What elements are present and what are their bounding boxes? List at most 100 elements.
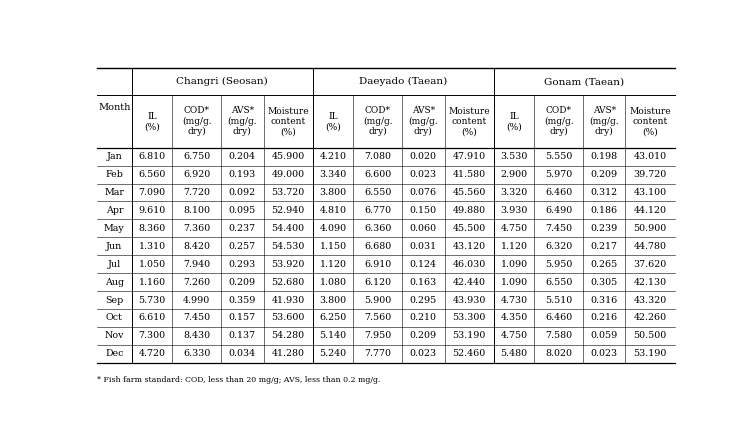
Text: 41.580: 41.580 (453, 170, 486, 179)
Text: 0.293: 0.293 (228, 260, 256, 269)
Text: 7.080: 7.080 (364, 152, 391, 161)
Text: 0.076: 0.076 (409, 188, 437, 197)
Text: 45.900: 45.900 (272, 152, 305, 161)
Text: 39.720: 39.720 (633, 170, 667, 179)
Text: 6.810: 6.810 (139, 152, 166, 161)
Text: 54.400: 54.400 (272, 224, 305, 233)
Text: Oct: Oct (106, 313, 122, 323)
Text: 45.500: 45.500 (453, 224, 486, 233)
Text: 0.034: 0.034 (229, 349, 256, 358)
Text: 0.124: 0.124 (410, 260, 437, 269)
Text: 1.310: 1.310 (139, 242, 166, 251)
Text: Aug: Aug (105, 278, 124, 286)
Text: 7.360: 7.360 (183, 224, 210, 233)
Text: 0.095: 0.095 (228, 206, 256, 215)
Text: 0.210: 0.210 (410, 313, 437, 323)
Text: 0.137: 0.137 (229, 331, 256, 341)
Text: 54.530: 54.530 (272, 242, 305, 251)
Text: 3.530: 3.530 (500, 152, 528, 161)
Text: 6.600: 6.600 (364, 170, 391, 179)
Text: 4.720: 4.720 (139, 349, 166, 358)
Text: 8.420: 8.420 (183, 242, 210, 251)
Text: 7.950: 7.950 (364, 331, 391, 341)
Text: 42.260: 42.260 (634, 313, 667, 323)
Text: Daeyado (Taean): Daeyado (Taean) (359, 77, 448, 86)
Text: 3.930: 3.930 (500, 206, 528, 215)
Text: 5.550: 5.550 (545, 152, 572, 161)
Text: 42.130: 42.130 (634, 278, 667, 286)
Text: 44.120: 44.120 (634, 206, 667, 215)
Text: 5.970: 5.970 (545, 170, 572, 179)
Text: 7.580: 7.580 (545, 331, 572, 341)
Text: 6.250: 6.250 (319, 313, 347, 323)
Text: Mar: Mar (104, 188, 124, 197)
Text: IL
(%): IL (%) (325, 112, 341, 131)
Text: 0.060: 0.060 (409, 224, 437, 233)
Text: 41.930: 41.930 (272, 296, 305, 304)
Text: 6.680: 6.680 (364, 242, 391, 251)
Text: 7.090: 7.090 (139, 188, 166, 197)
Text: 0.359: 0.359 (228, 296, 256, 304)
Text: 8.020: 8.020 (545, 349, 572, 358)
Text: COD*
(mg/g.
dry): COD* (mg/g. dry) (182, 106, 212, 136)
Text: 0.316: 0.316 (590, 296, 618, 304)
Text: 1.160: 1.160 (139, 278, 166, 286)
Text: 0.216: 0.216 (590, 313, 618, 323)
Text: 0.193: 0.193 (228, 170, 256, 179)
Text: 1.050: 1.050 (139, 260, 166, 269)
Text: 0.265: 0.265 (590, 260, 618, 269)
Text: 6.550: 6.550 (364, 188, 391, 197)
Text: 5.730: 5.730 (138, 296, 166, 304)
Text: AVS*
(mg/g.
dry): AVS* (mg/g. dry) (590, 106, 619, 136)
Text: 0.312: 0.312 (590, 188, 618, 197)
Text: 3.800: 3.800 (319, 296, 347, 304)
Text: IL
(%): IL (%) (506, 112, 522, 131)
Text: 8.100: 8.100 (183, 206, 210, 215)
Text: 0.031: 0.031 (409, 242, 437, 251)
Text: 4.990: 4.990 (183, 296, 210, 304)
Text: 0.023: 0.023 (409, 170, 437, 179)
Text: 5.240: 5.240 (319, 349, 347, 358)
Text: Moisture
content
(%): Moisture content (%) (448, 106, 490, 136)
Text: Nov: Nov (104, 331, 124, 341)
Text: 41.280: 41.280 (272, 349, 305, 358)
Text: 6.460: 6.460 (545, 313, 572, 323)
Text: 0.163: 0.163 (409, 278, 437, 286)
Text: Jan: Jan (107, 152, 122, 161)
Text: 0.295: 0.295 (409, 296, 437, 304)
Text: 0.020: 0.020 (410, 152, 437, 161)
Text: 7.450: 7.450 (183, 313, 210, 323)
Text: 44.780: 44.780 (634, 242, 667, 251)
Text: 6.750: 6.750 (183, 152, 210, 161)
Text: 52.940: 52.940 (272, 206, 305, 215)
Text: Feb: Feb (105, 170, 123, 179)
Text: 6.120: 6.120 (364, 278, 391, 286)
Text: 1.090: 1.090 (500, 278, 528, 286)
Text: 43.010: 43.010 (634, 152, 667, 161)
Text: 6.550: 6.550 (545, 278, 572, 286)
Text: 7.720: 7.720 (183, 188, 210, 197)
Text: 3.320: 3.320 (500, 188, 528, 197)
Text: 53.190: 53.190 (452, 331, 486, 341)
Text: AVS*
(mg/g.
dry): AVS* (mg/g. dry) (228, 106, 257, 136)
Text: 47.910: 47.910 (453, 152, 486, 161)
Text: 4.090: 4.090 (319, 224, 347, 233)
Text: 3.800: 3.800 (319, 188, 347, 197)
Text: 1.090: 1.090 (500, 260, 528, 269)
Text: 7.560: 7.560 (364, 313, 391, 323)
Text: 43.320: 43.320 (633, 296, 667, 304)
Text: 52.460: 52.460 (453, 349, 486, 358)
Text: 6.920: 6.920 (183, 170, 210, 179)
Text: 5.510: 5.510 (545, 296, 572, 304)
Text: 37.620: 37.620 (633, 260, 667, 269)
Text: 4.350: 4.350 (500, 313, 528, 323)
Text: 0.209: 0.209 (409, 331, 437, 341)
Text: 6.770: 6.770 (364, 206, 391, 215)
Text: 0.059: 0.059 (590, 331, 618, 341)
Text: IL
(%): IL (%) (144, 112, 160, 131)
Text: 4.730: 4.730 (500, 296, 528, 304)
Text: Gonam (Taean): Gonam (Taean) (544, 77, 624, 86)
Text: 43.100: 43.100 (634, 188, 667, 197)
Text: 1.150: 1.150 (319, 242, 347, 251)
Text: 1.120: 1.120 (501, 242, 527, 251)
